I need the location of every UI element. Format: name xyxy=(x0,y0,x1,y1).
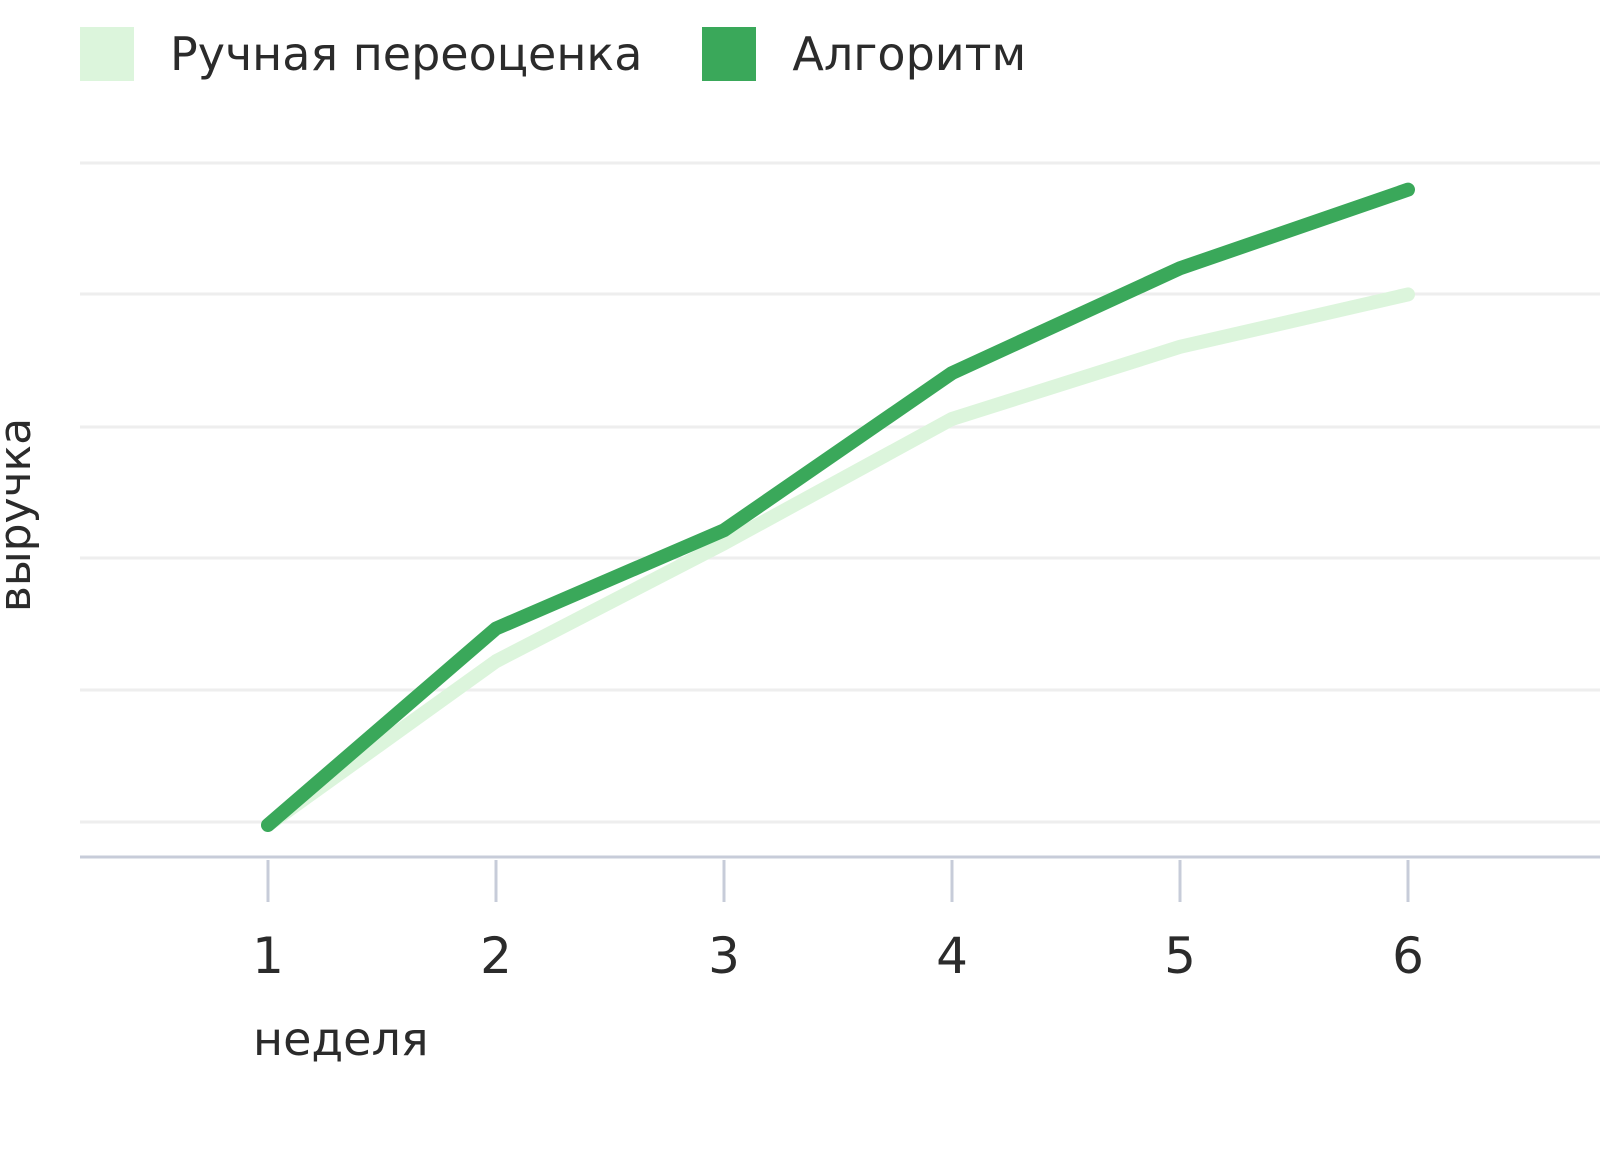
legend-label-manual: Ручная переоценка xyxy=(170,27,643,81)
legend-swatch-algorithm xyxy=(702,27,757,81)
legend-item-manual: Ручная переоценка xyxy=(80,26,642,82)
x-tick-label: 6 xyxy=(1392,927,1424,985)
chart-legend: Ручная переоценка Алгоритм xyxy=(80,26,1086,82)
y-axis-label: выручка xyxy=(0,418,41,612)
series-line-manual xyxy=(261,287,1415,832)
x-tick-label: 1 xyxy=(252,927,284,985)
grid-lines xyxy=(80,161,1600,824)
x-axis-ticks: 1 2 3 4 5 6 xyxy=(252,860,1424,985)
x-tick-label: 3 xyxy=(708,927,740,985)
legend-swatch-manual xyxy=(80,27,134,81)
legend-label-algorithm: Алгоритм xyxy=(792,27,1027,81)
x-axis-label: неделя xyxy=(253,1012,429,1066)
x-tick-label: 4 xyxy=(936,927,968,985)
x-tick-label: 5 xyxy=(1164,927,1196,985)
x-tick-label: 2 xyxy=(480,927,512,985)
series-lines xyxy=(261,182,1415,832)
legend-item-algorithm: Алгоритм xyxy=(702,26,1026,82)
series-line-algorithm xyxy=(261,182,1415,832)
